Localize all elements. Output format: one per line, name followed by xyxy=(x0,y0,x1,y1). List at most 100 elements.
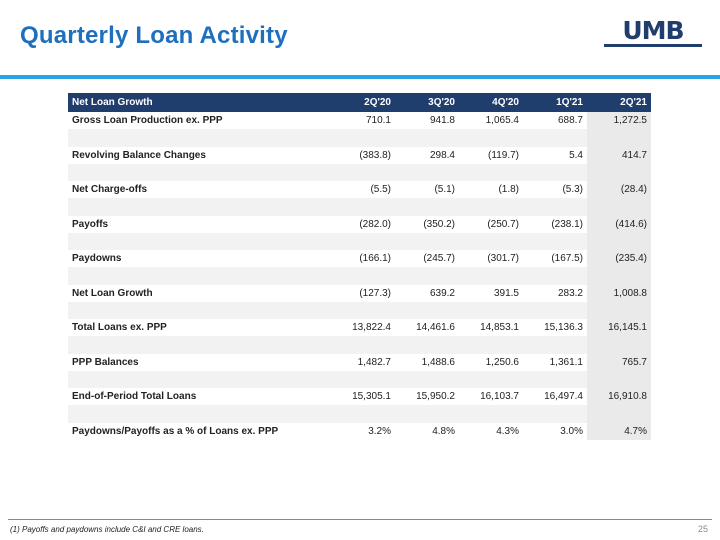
loan-activity-table: Net Loan Growth 2Q'20 3Q'20 4Q'20 1Q'21 … xyxy=(68,93,651,440)
spacer-cell xyxy=(395,370,459,388)
spacer-cell xyxy=(523,405,587,423)
table-header-row: Net Loan Growth 2Q'20 3Q'20 4Q'20 1Q'21 … xyxy=(68,93,651,112)
row-value: 16,910.8 xyxy=(587,388,651,406)
page-title: Quarterly Loan Activity xyxy=(20,22,288,49)
spacer-cell xyxy=(68,370,331,388)
spacer-cell xyxy=(395,198,459,216)
row-value: (28.4) xyxy=(587,181,651,199)
spacer-cell xyxy=(587,267,651,285)
spacer-cell xyxy=(395,163,459,181)
row-value: 16,497.4 xyxy=(544,391,583,403)
row-value: 941.8 xyxy=(429,115,455,127)
row-label: Net Charge-offs xyxy=(72,184,148,196)
row-label: PPP Balances xyxy=(72,356,139,368)
spacer-cell xyxy=(459,163,523,181)
row-value: 16,145.1 xyxy=(587,319,651,337)
spacer-row xyxy=(68,267,651,285)
row-value: 4.7% xyxy=(587,422,651,440)
spacer-cell xyxy=(587,232,651,250)
table-row: Net Charge-offs (5.5) (5.1) (1.8) (5.3) (28.4… xyxy=(68,181,651,199)
row-label: Revolving Balance Changes xyxy=(72,149,206,161)
spacer-cell xyxy=(523,163,587,181)
row-value: (414.6) xyxy=(587,215,651,233)
spacer-cell xyxy=(523,232,587,250)
row-value: (119.7) xyxy=(488,149,519,161)
row-value: 414.7 xyxy=(587,146,651,164)
row-value: 688.7 xyxy=(557,115,583,127)
spacer-cell xyxy=(459,301,523,319)
row-value: (383.8) xyxy=(359,149,391,161)
spacer-cell xyxy=(331,267,395,285)
row-value: (5.1) xyxy=(434,184,455,196)
row-label: Net Loan Growth xyxy=(72,287,153,299)
page-number: 25 xyxy=(697,524,708,534)
row-value: 1,488.6 xyxy=(421,356,455,368)
spacer-cell xyxy=(459,267,523,285)
table-row: Paydowns/Payoffs as a % of Loans ex. PPP… xyxy=(68,422,651,440)
spacer-cell xyxy=(395,301,459,319)
spacer-cell xyxy=(459,370,523,388)
spacer-cell xyxy=(459,198,523,216)
row-value: 5.4 xyxy=(569,149,583,161)
table-row: Payoffs (282.0) (350.2) (250.7) (238.1) (414.… xyxy=(68,215,651,233)
row-value: (5.5) xyxy=(370,184,391,196)
footer-rule xyxy=(8,519,712,520)
row-value: 1,250.6 xyxy=(485,356,519,368)
row-value: (350.2) xyxy=(423,218,455,230)
header-cell-label: Net Loan Growth xyxy=(68,93,331,112)
row-value: (1.8) xyxy=(498,184,519,196)
spacer-cell xyxy=(331,163,395,181)
spacer-cell xyxy=(68,267,331,285)
row-value: 765.7 xyxy=(587,353,651,371)
spacer-cell xyxy=(523,370,587,388)
row-value: 15,950.2 xyxy=(416,391,455,403)
table-row: Total Loans ex. PPP 13,822.4 14,461.6 14,85… xyxy=(68,319,651,337)
row-value: 391.5 xyxy=(493,287,519,299)
header-cell-2q20: 2Q'20 xyxy=(331,93,395,112)
table-row: PPP Balances 1,482.7 1,488.6 1,250.6 1,361.1… xyxy=(68,353,651,371)
row-value: (127.3) xyxy=(359,287,391,299)
spacer-cell xyxy=(331,198,395,216)
spacer-cell xyxy=(331,370,395,388)
row-value: (282.0) xyxy=(359,218,391,230)
spacer-cell xyxy=(68,232,331,250)
row-label: Paydowns/Payoffs as a % of Loans ex. PPP xyxy=(72,425,279,437)
row-value: 3.0% xyxy=(560,425,583,437)
spacer-cell xyxy=(587,301,651,319)
spacer-cell xyxy=(523,198,587,216)
row-value: 14,853.1 xyxy=(480,322,519,334)
spacer-cell xyxy=(68,163,331,181)
row-value: (250.7) xyxy=(487,218,519,230)
spacer-cell xyxy=(587,198,651,216)
spacer-cell xyxy=(68,301,331,319)
spacer-cell xyxy=(587,163,651,181)
row-value: (301.7) xyxy=(487,253,519,265)
spacer-cell xyxy=(523,129,587,147)
row-value: 13,822.4 xyxy=(352,322,391,334)
spacer-row xyxy=(68,163,651,181)
spacer-cell xyxy=(395,129,459,147)
spacer-row xyxy=(68,405,651,423)
spacer-cell xyxy=(523,301,587,319)
spacer-cell xyxy=(523,336,587,354)
spacer-cell xyxy=(395,405,459,423)
spacer-cell xyxy=(587,370,651,388)
row-value: (238.1) xyxy=(551,218,583,230)
table-row: Revolving Balance Changes (383.8) 298.4 (11… xyxy=(68,146,651,164)
table-row: Gross Loan Production ex. PPP 710.1 941.8 1… xyxy=(68,112,651,130)
row-value: 15,305.1 xyxy=(352,391,391,403)
spacer-cell xyxy=(459,405,523,423)
spacer-cell xyxy=(331,405,395,423)
row-value: 1,361.1 xyxy=(549,356,583,368)
spacer-cell xyxy=(587,336,651,354)
spacer-cell xyxy=(68,129,331,147)
footnote: (1) Payoffs and paydowns include C&I and… xyxy=(10,525,204,534)
spacer-cell xyxy=(395,267,459,285)
row-value: 1,065.4 xyxy=(485,115,519,127)
row-value: 4.3% xyxy=(496,425,519,437)
row-value: 710.1 xyxy=(365,115,391,127)
table-row: End-of-Period Total Loans 15,305.1 15,950.… xyxy=(68,388,651,406)
spacer-cell xyxy=(587,405,651,423)
spacer-cell xyxy=(331,301,395,319)
spacer-cell xyxy=(331,129,395,147)
